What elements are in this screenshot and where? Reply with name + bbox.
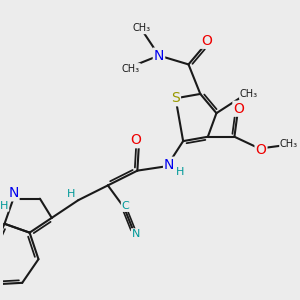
Text: CH₃: CH₃ [132, 23, 150, 33]
Text: H: H [67, 189, 75, 199]
Text: CH₃: CH₃ [122, 64, 140, 74]
Text: S: S [171, 91, 180, 105]
Text: O: O [233, 102, 244, 116]
Text: CH₃: CH₃ [280, 139, 298, 149]
Text: N: N [164, 158, 174, 172]
Text: CH₃: CH₃ [240, 89, 258, 99]
Text: C: C [122, 201, 129, 211]
Text: N: N [8, 186, 19, 200]
Text: O: O [201, 34, 212, 48]
Text: N: N [132, 229, 140, 239]
Text: O: O [130, 133, 141, 147]
Text: N: N [154, 49, 164, 63]
Text: H: H [176, 167, 184, 177]
Text: H: H [0, 201, 9, 211]
Text: O: O [256, 143, 266, 157]
